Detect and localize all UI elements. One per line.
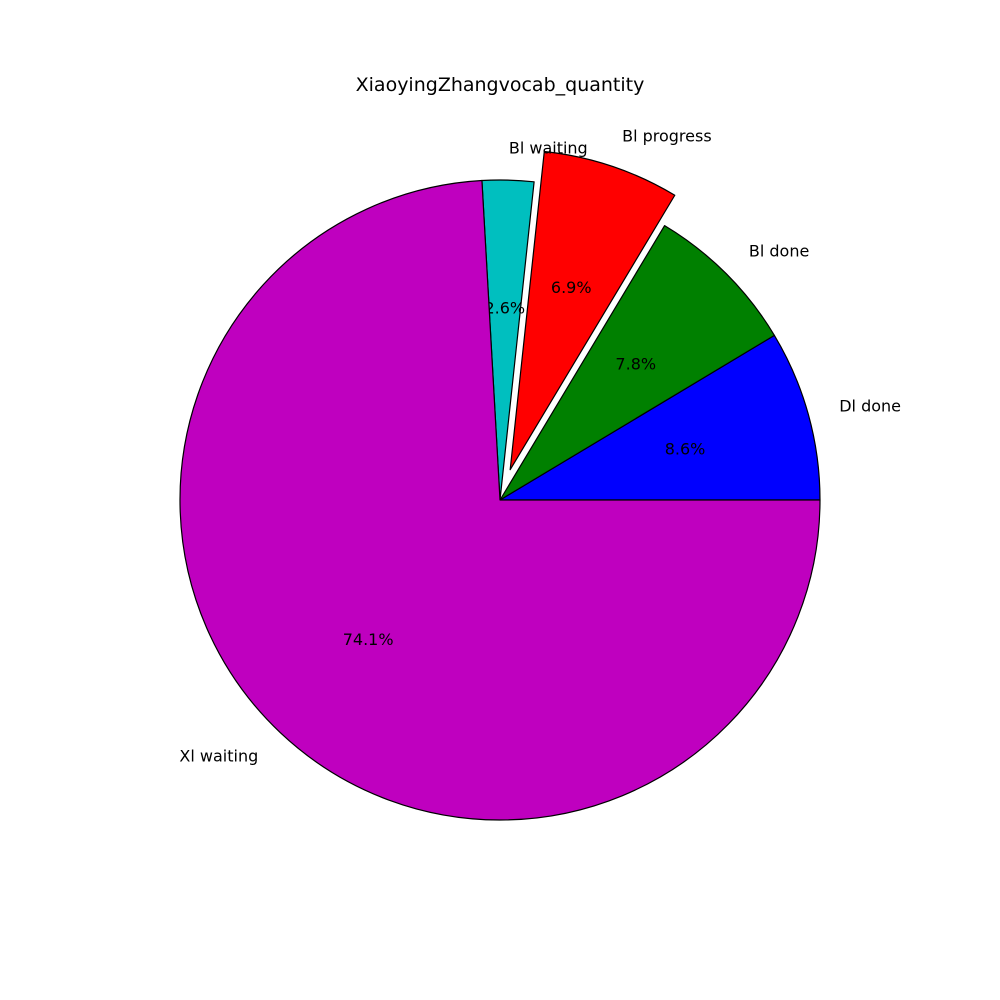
chart-title: XiaoyingZhangvocab_quantity: [355, 74, 645, 96]
pie-percent-label-xl-waiting: 74.1%: [343, 630, 394, 649]
pie-slice-bl-progress: [509, 150, 676, 471]
pie-percent-label-dl-done: 8.6%: [665, 439, 706, 458]
pie-slice-xl-waiting: [179, 179, 821, 821]
pie-category-label-bl-progress: Bl progress: [622, 126, 712, 145]
pie-category-label-bl-done: Bl done: [749, 242, 809, 261]
pie-percent-label-bl-progress: 6.9%: [551, 278, 592, 297]
pie-percent-label-bl-waiting: 2.6%: [484, 299, 525, 318]
pie-category-label-xl-waiting: Xl waiting: [179, 746, 258, 765]
pie-slice-dl-done: [499, 334, 821, 501]
pie-slice-bl-done: [499, 224, 776, 501]
pie-category-label-dl-done: Dl done: [839, 397, 901, 416]
pie-category-label-bl-waiting: Bl waiting: [509, 139, 588, 158]
pie-percent-label-bl-done: 7.8%: [615, 355, 656, 374]
